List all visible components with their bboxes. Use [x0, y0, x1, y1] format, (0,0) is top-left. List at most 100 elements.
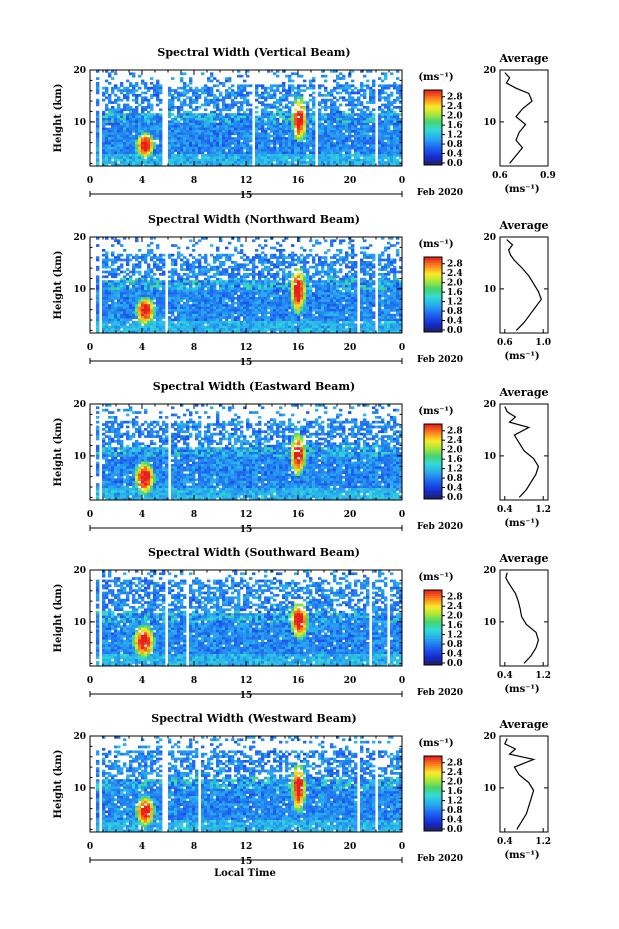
colorbar-tick-label: 2.8 [447, 260, 463, 270]
x-tick-label: 8 [191, 176, 197, 186]
y-tick-label: 10 [73, 285, 86, 295]
average-x-tick-label: 0.9 [540, 171, 556, 181]
panel-title: Spectral Width (Vertical Beam) [157, 46, 350, 59]
colorbar-tick-label: 2.8 [447, 93, 463, 103]
average-y-tick-label: 10 [483, 784, 496, 794]
average-panel: Average 10 20 0.6 0.9(ms⁻¹) [483, 52, 555, 195]
x-tick-label: 4 [139, 842, 145, 852]
average-profile-line [506, 239, 542, 331]
panel-5: Spectral Width (Westward Beam) 10 20 Height… [53, 712, 551, 867]
colorbar-tick-label: 0.0 [447, 659, 463, 669]
colorbar-frame [423, 89, 443, 166]
date-day: 15 [240, 191, 253, 201]
colorbar-tick-label: 2.0 [447, 112, 463, 122]
colorbar-tick-label: 2.0 [447, 279, 463, 289]
y-axis-label: Height (km) [53, 418, 64, 487]
colorbar-tick-label: 0.0 [447, 493, 463, 503]
average-title: Average [498, 718, 548, 731]
heatmap-cells [96, 70, 403, 167]
colorbar-tick-label: 2.4 [447, 436, 463, 446]
average-x-tick-label: 0.4 [497, 671, 513, 681]
average-frame [499, 403, 549, 501]
colorbar-tick-label: 1.6 [447, 621, 463, 631]
y-tick-label: 10 [73, 618, 86, 628]
colorbar-tick-label: 0.0 [447, 159, 463, 169]
colorbar-frame [423, 423, 443, 500]
colorbar-tick-label: 0.0 [447, 825, 463, 835]
y-axis-label: Height (km) [53, 750, 64, 819]
heatmap-cells [96, 736, 403, 833]
colorbar-tick-label: 1.6 [447, 121, 463, 131]
y-axis-label: Height (km) [53, 84, 64, 153]
x-tick-label: 4 [139, 176, 145, 186]
colorbar-frame [423, 256, 443, 333]
colorbar-tick-label: 1.2 [447, 298, 463, 308]
x-tick-label: 20 [344, 343, 357, 353]
colorbar-unit: (ms⁻¹) [418, 572, 453, 583]
panel-4: Spectral Width (Southward Beam) 10 20 Heigh… [53, 546, 551, 701]
colorbar-tick-label: 0.8 [447, 307, 463, 317]
colorbar-tick-label: 1.2 [447, 631, 463, 641]
x-tick-label: 12 [240, 842, 253, 852]
heatmap-cells [96, 570, 403, 667]
x-tick-label: 8 [191, 510, 197, 520]
y-tick-label: 10 [73, 784, 86, 794]
y-axis-label: Height (km) [53, 584, 64, 653]
y-tick-label: 20 [73, 732, 86, 742]
y-tick-label: 20 [73, 66, 86, 76]
average-x-label: (ms⁻¹) [504, 184, 539, 195]
average-x-tick-label: 1.2 [535, 505, 551, 515]
colorbar-tick-label: 1.2 [447, 131, 463, 141]
y-tick-label: 20 [73, 233, 86, 243]
average-x-tick-label: 1.2 [535, 671, 551, 681]
x-tick-label: 4 [139, 510, 145, 520]
colorbar-tick-label: 0.8 [447, 140, 463, 150]
average-y-tick-label: 20 [483, 566, 496, 576]
average-x-label: (ms⁻¹) [504, 518, 539, 529]
average-title: Average [498, 386, 548, 399]
x-tick-label: 12 [240, 343, 253, 353]
average-x-tick-label: 0.6 [492, 171, 508, 181]
y-tick-label: 10 [73, 452, 86, 462]
average-x-tick-label: 0.4 [497, 837, 513, 847]
x-tick-label: 16 [292, 343, 305, 353]
heatmap-cells [96, 237, 403, 334]
x-tick-label: 16 [292, 842, 305, 852]
average-panel: Average 10 20 0.4 1.2 (ms⁻¹) [483, 552, 551, 695]
colorbar-tick-label: 0.8 [447, 640, 463, 650]
x-tick-label: 8 [191, 842, 197, 852]
x-tick-label: 16 [292, 676, 305, 686]
x-tick-label: 0 [87, 176, 93, 186]
x-tick-label: 12 [240, 176, 253, 186]
average-profile-line [505, 572, 540, 664]
x-tick-label: 0 [87, 842, 93, 852]
colorbar-tick-label: 0.8 [447, 806, 463, 816]
average-y-tick-label: 20 [483, 233, 496, 243]
date-month-year: Feb 2020 [417, 355, 463, 365]
colorbar-unit: (ms⁻¹) [418, 239, 453, 250]
date-day: 15 [240, 525, 253, 535]
colorbar-tick-label: 1.6 [447, 455, 463, 465]
date-day: 15 [240, 857, 253, 867]
colorbar-unit: (ms⁻¹) [418, 72, 453, 83]
colorbar-tick-label: 1.6 [447, 288, 463, 298]
heatmap-cells [96, 404, 403, 501]
average-x-label: (ms⁻¹) [504, 850, 539, 861]
average-y-tick-label: 20 [483, 400, 496, 410]
colorbar-unit: (ms⁻¹) [418, 738, 453, 749]
x-tick-label: 0 [87, 676, 93, 686]
average-profile-line [504, 406, 540, 498]
date-month-year: Feb 2020 [417, 522, 463, 532]
x-tick-label: 20 [344, 510, 357, 520]
average-panel: Average 10 20 0.4 1.2 (ms⁻¹) [483, 718, 551, 861]
x-tick-label: 16 [292, 510, 305, 520]
colorbar-frame [423, 755, 443, 832]
colorbar-tick-label: 1.2 [447, 797, 463, 807]
y-tick-label: 10 [73, 118, 86, 128]
x-tick-label: 20 [344, 842, 357, 852]
average-panel: Average 10 20 0.6 1.0 (ms⁻¹) [483, 219, 551, 362]
colorbar-tick-label: 0.4 [447, 317, 463, 327]
average-frame [499, 69, 549, 167]
colorbar-tick-label: 2.0 [447, 612, 463, 622]
